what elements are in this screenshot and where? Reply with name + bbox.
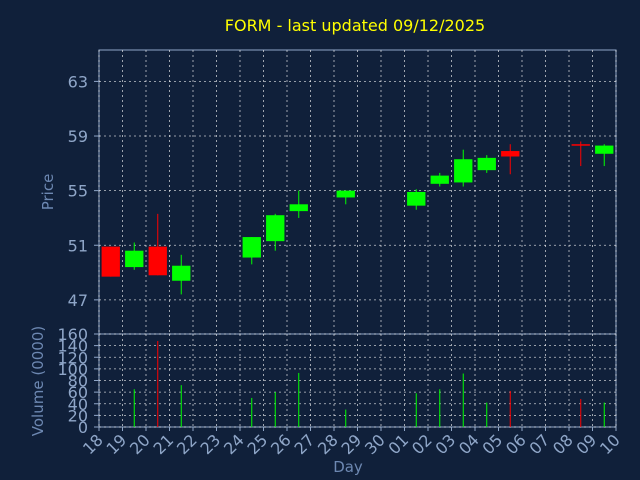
- candle-body: [477, 157, 496, 171]
- candle-body: [172, 265, 191, 281]
- candle-body: [407, 192, 426, 206]
- candle-body: [289, 204, 308, 212]
- candle-body: [501, 151, 520, 157]
- candle-body: [242, 237, 261, 258]
- candle-body: [148, 246, 167, 276]
- candle-body: [571, 144, 590, 146]
- volume-tick-label: 0: [78, 418, 88, 437]
- volume-tick-label: 160: [57, 325, 88, 344]
- price-tick-label: 63: [68, 72, 88, 91]
- volume-tick-label: 140: [57, 337, 88, 356]
- volume-tick-label: 80: [68, 372, 88, 391]
- price-tick-label: 59: [68, 127, 88, 146]
- volume-tick-label: 100: [57, 360, 88, 379]
- candle-body: [336, 190, 355, 198]
- price-axis-label: Price: [39, 174, 57, 211]
- x-axis-label: Day: [333, 458, 363, 476]
- price-panel: 47 51 55 59 63: [68, 49, 617, 335]
- volume-tick-label: 40: [68, 395, 88, 414]
- volume-tick-label: 20: [68, 406, 88, 425]
- candle-body: [266, 215, 285, 242]
- candle-body: [454, 159, 473, 183]
- candle-body: [595, 145, 614, 154]
- price-tick-label: 47: [68, 291, 88, 310]
- volume-axis-label: Volume (0000): [29, 326, 47, 436]
- candle-body: [101, 246, 120, 277]
- candle-body: [125, 250, 144, 268]
- candle-body: [430, 175, 449, 184]
- volume-tick-label: 60: [68, 383, 88, 402]
- volume-tick-label: 120: [57, 348, 88, 367]
- price-tick-label: 55: [68, 182, 88, 201]
- chart-title: FORM - last updated 09/12/2025: [225, 16, 485, 35]
- price-tick-label: 51: [68, 236, 88, 255]
